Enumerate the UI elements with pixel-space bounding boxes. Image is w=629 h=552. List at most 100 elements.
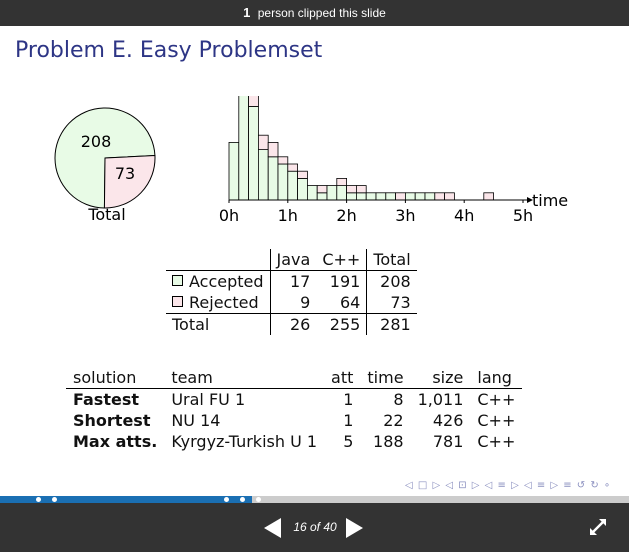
col-solution: solution (66, 367, 165, 389)
histogram-bar-rejected (258, 134, 269, 151)
histogram-bar-rejected (277, 156, 289, 165)
next-slide-button[interactable] (346, 518, 363, 538)
histogram-tick-label: 4h (454, 206, 474, 225)
table-row: Total 26 255 281 (166, 313, 417, 335)
time-cell: 8 (393, 390, 404, 409)
summary-header-total: Total (366, 249, 417, 271)
histogram-bar-accepted (365, 192, 377, 201)
progress-bar[interactable] (0, 496, 629, 503)
pie-chart: 208 73 Total (54, 107, 156, 224)
histogram-bar-accepted (404, 192, 416, 201)
cell-total-java: 26 (269, 313, 317, 335)
lang-cell: C++ (477, 432, 516, 451)
histogram-bar-accepted (277, 163, 289, 201)
histogram-tick-label: 1h (278, 206, 298, 225)
cell-rejected-total: 73 (366, 292, 417, 314)
slide: Problem E. Easy Problemset 208 73 Total … (0, 26, 629, 496)
lang-cell: C++ (477, 390, 516, 409)
cell-accepted-java: 17 (269, 270, 317, 292)
histogram-axis-arrow (527, 197, 533, 203)
table-row: Max atts. Kyrgyz-Turkish U 1 5 188 781 C… (66, 431, 522, 452)
summary-header-cpp: C++ (322, 250, 361, 269)
row-label-total: Total (172, 315, 210, 334)
col-att: att (324, 367, 361, 389)
histogram-bar-rejected (297, 170, 308, 179)
histogram-bar-accepted (238, 96, 249, 201)
col-team: team (164, 367, 325, 389)
table-row: Shortest NU 14 1 22 426 C++ (66, 410, 522, 431)
histogram-tick-label: 0h (219, 206, 239, 225)
slide-title: Problem E. Easy Problemset (15, 38, 323, 63)
progress-dot[interactable] (240, 497, 245, 502)
clip-text: person clipped this slide (257, 6, 386, 20)
lang-cell: C++ (477, 411, 516, 430)
cell-total-cpp: 255 (329, 315, 361, 334)
summary-header-java: Java (269, 249, 317, 271)
pie-caption: Total (87, 205, 125, 224)
progress-dot[interactable] (224, 497, 229, 502)
histogram-tick-label: 5h (513, 206, 533, 225)
solution-max-atts: Max atts. (73, 432, 158, 451)
page-indicator: 16 of 40 (293, 520, 337, 534)
histogram-bar-rejected (336, 178, 348, 187)
histogram-bar-accepted (267, 156, 279, 201)
solution-fastest: Fastest (73, 390, 139, 409)
att-cell: 5 (343, 432, 354, 451)
cell-accepted-cpp: 191 (316, 270, 367, 292)
histogram-bar-rejected (483, 192, 494, 201)
cell-rejected-java: 9 (269, 292, 317, 314)
col-size: size (410, 367, 471, 389)
histogram-chart: time 0h 1h 2h 3h 4h 5h (219, 96, 568, 225)
summary-table: Java C++ Total Accepted 17 191 208 Rejec… (166, 249, 417, 335)
progress-dot[interactable] (36, 497, 41, 502)
pie-label-rejected: 73 (115, 164, 135, 183)
clip-banner: 1 person clipped this slide (0, 0, 629, 26)
time-cell: 188 (373, 432, 404, 451)
histogram-bar-accepted (326, 185, 338, 201)
histogram-bar-rejected (444, 192, 455, 201)
histogram-tick-label: 3h (395, 206, 415, 225)
att-cell: 1 (343, 411, 354, 430)
cell-rejected-cpp: 64 (316, 292, 367, 314)
solution-shortest: Shortest (73, 411, 151, 430)
histogram-bar-accepted (248, 105, 259, 201)
histogram-tick-label: 2h (336, 206, 356, 225)
cell-accepted-total: 208 (366, 270, 417, 292)
team-cell: Ural FU 1 (171, 390, 246, 409)
row-label-rejected: Rejected (166, 292, 271, 314)
histogram-bar-accepted (297, 178, 308, 201)
time-cell: 22 (383, 411, 404, 430)
histogram-bar-rejected (287, 163, 299, 172)
histogram-bar-accepted (414, 192, 426, 201)
histogram-bar-rejected (267, 142, 279, 158)
histogram-xlabel: time (532, 191, 568, 210)
size-cell: 426 (432, 411, 464, 430)
histogram-bar-accepted (424, 192, 436, 201)
beamer-nav-symbols[interactable]: ◁ □ ▷ ◁ ⊡ ▷ ◁ ≡ ▷ ◁ ≡ ▷ ≡ ↺ ↻ ∘ (405, 480, 612, 491)
solutions-table: solution team att time size lang Fastest… (66, 367, 523, 452)
col-lang: lang (470, 367, 523, 389)
histogram-bar-rejected (355, 185, 367, 194)
cell-total-total: 281 (366, 313, 417, 335)
histogram-bar-accepted (385, 192, 397, 201)
accepted-swatch-icon (172, 275, 183, 286)
previous-slide-button[interactable] (264, 518, 281, 538)
progress-dot[interactable] (256, 497, 261, 502)
histogram-bar-rejected (395, 192, 406, 201)
pie-label-accepted: 208 (81, 132, 112, 151)
table-row: Accepted 17 191 208 (166, 270, 417, 292)
histogram-bar-accepted (355, 192, 367, 201)
rejected-swatch-icon (172, 296, 183, 307)
fullscreen-icon[interactable] (588, 517, 608, 537)
histogram-bar-accepted (307, 185, 318, 201)
size-cell: 781 (432, 432, 464, 451)
progress-fill (0, 496, 252, 503)
clip-count: 1 (243, 5, 251, 20)
team-cell: Kyrgyz-Turkish U 1 (171, 432, 318, 451)
progress-dot[interactable] (52, 497, 57, 502)
histogram-bar-accepted (287, 170, 299, 201)
table-row: Fastest Ural FU 1 1 8 1,011 C++ (66, 389, 522, 411)
team-cell: NU 14 (171, 411, 221, 430)
pie-slice-rejected (103, 154, 156, 209)
histogram-bar-accepted (258, 149, 269, 201)
